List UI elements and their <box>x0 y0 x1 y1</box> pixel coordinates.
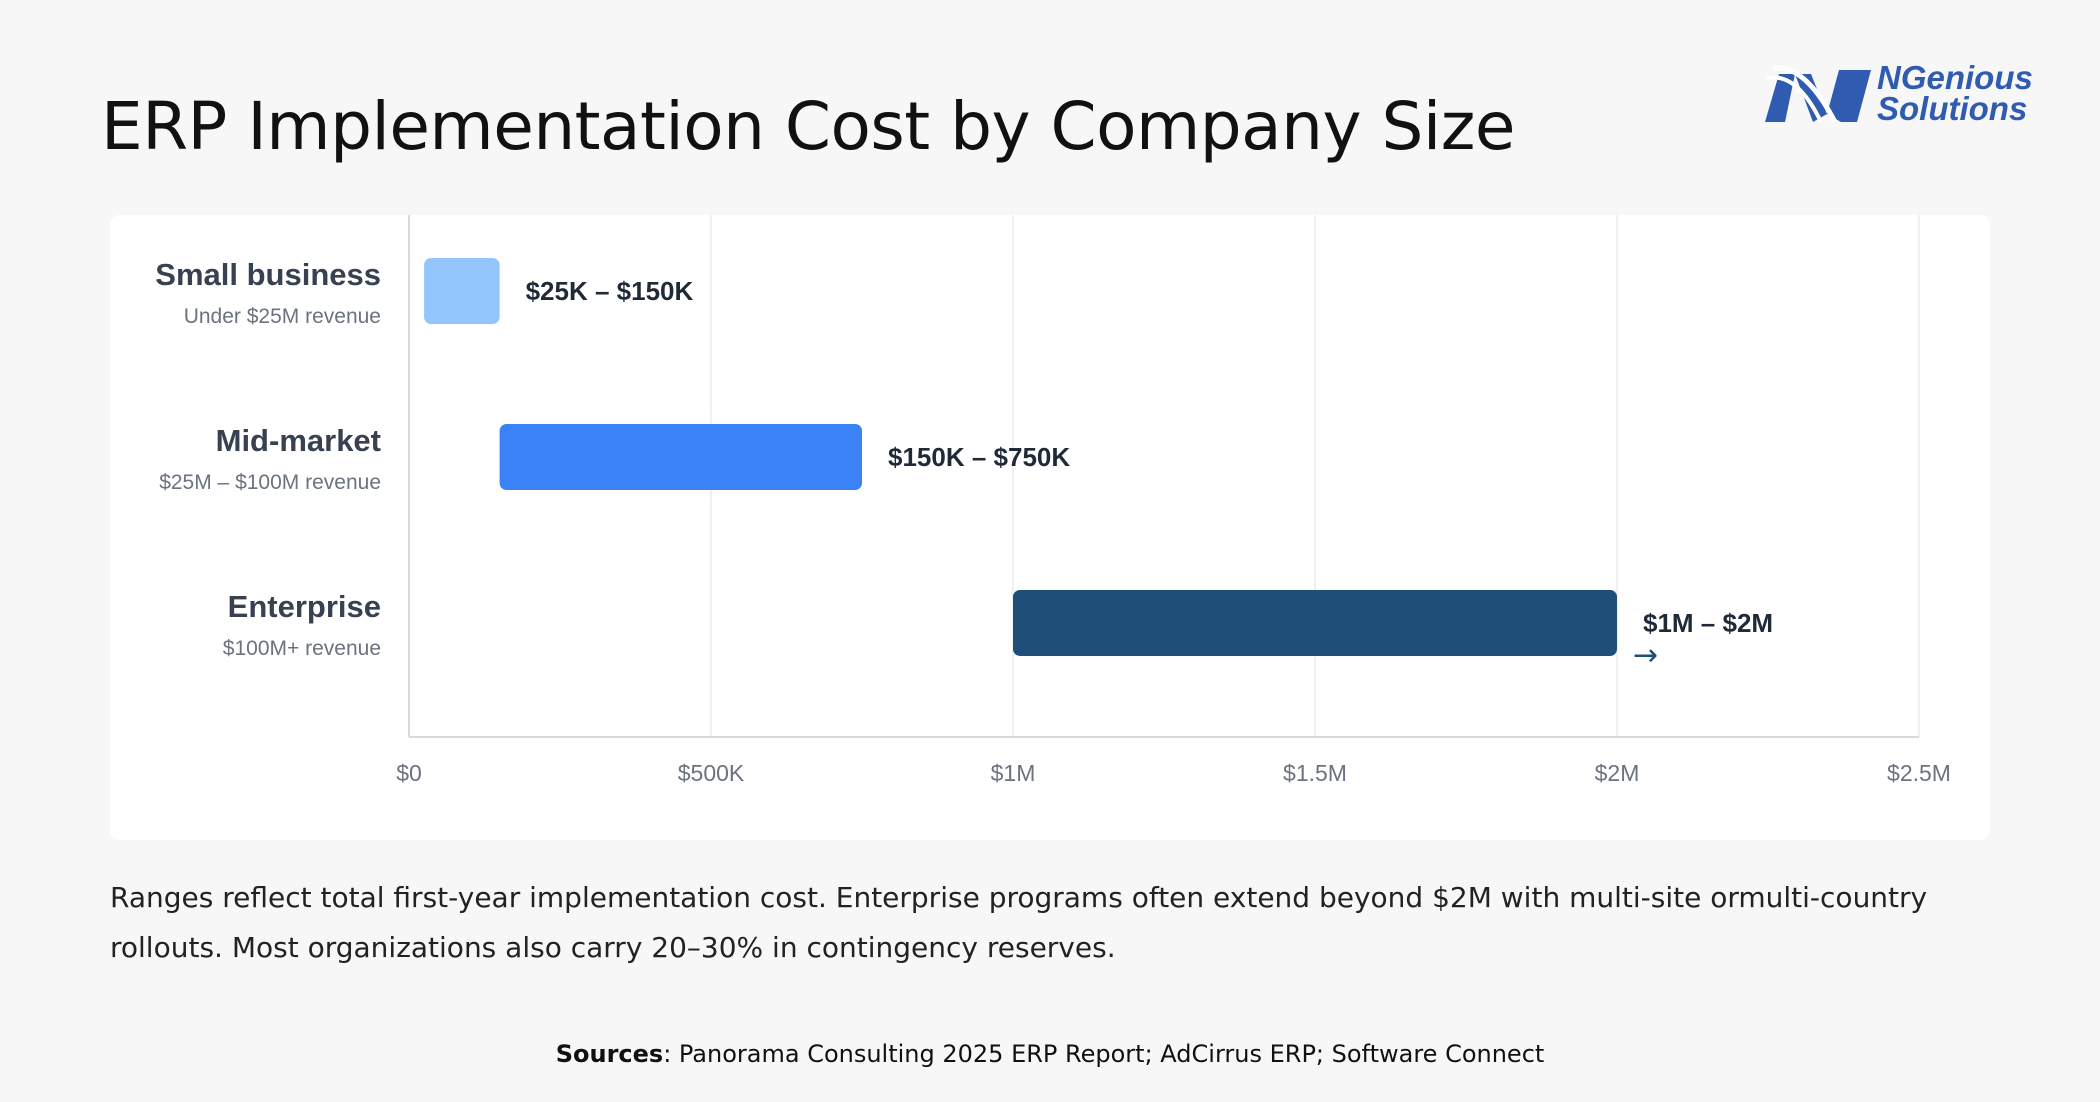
x-tick-label: $2.5M <box>1887 760 1951 786</box>
company-logo: NGenious Solutions <box>1765 59 2055 132</box>
category-label: Small business <box>155 257 381 292</box>
chart-note: Ranges reflect total first-year implemen… <box>110 881 1928 964</box>
range-bar <box>499 424 862 490</box>
x-tick-label: $1.5M <box>1283 760 1347 786</box>
category-sublabel: $100M+ revenue <box>223 637 381 660</box>
logo-mark-icon <box>1765 65 1871 124</box>
x-tick-label: $0 <box>396 760 422 786</box>
bar-value-label: $1M – $2M <box>1643 608 1773 638</box>
logo-wordmark: NGenious Solutions <box>1877 59 2033 127</box>
category-sublabel: Under $25M revenue <box>184 305 381 328</box>
x-tick-label: $2M <box>1595 760 1640 786</box>
chart-panel: $0 $500K $1M $1.5M $2M $2.5M $25K – $150K Small… <box>110 215 1990 840</box>
page-title: ERP Implementation Cost by Company Size <box>101 88 1515 165</box>
x-tick-label: $1M <box>991 760 1036 786</box>
category-label: Enterprise <box>228 589 381 624</box>
logo-line-1: NGenious <box>1877 59 2033 96</box>
cost-range-chart: $0 $500K $1M $1.5M $2M $2.5M $25K – $150K Small… <box>155 215 1951 786</box>
bar-value-label: $25K – $150K <box>526 276 694 306</box>
sources-label: Sources <box>555 1040 664 1068</box>
logo-line-2: Solutions <box>1877 90 2028 127</box>
range-bar <box>424 258 500 324</box>
range-bar <box>1013 590 1617 656</box>
sources-line: Sources: Panorama Consulting 2025 ERP Re… <box>0 1040 2100 1068</box>
x-tick-label: $500K <box>678 760 745 786</box>
sources-text: : Panorama Consulting 2025 ERP Report; A… <box>663 1040 1545 1068</box>
bar-value-label: $150K – $750K <box>888 442 1070 472</box>
extends-arrow-icon: → <box>1633 638 1658 673</box>
category-label: Mid-market <box>216 423 381 458</box>
category-sublabel: $25M – $100M revenue <box>159 471 381 494</box>
